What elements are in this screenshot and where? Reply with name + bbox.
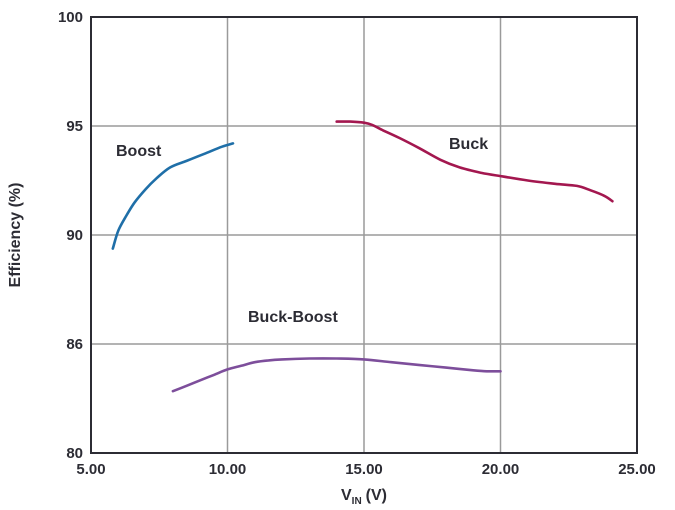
x-axis-title-main: V (341, 487, 352, 504)
x-axis-title-subscript: IN (352, 496, 362, 507)
x-axis-title-unit: (V) (366, 487, 387, 504)
series-layer (111, 120, 614, 393)
series-line-buck-boost (171, 357, 502, 393)
x-tick-labels: 5.00 10.00 15.00 20.00 25.00 (76, 461, 655, 478)
grid (91, 17, 637, 453)
series-label-boost: Boost (116, 143, 162, 160)
plot-frame (90, 16, 638, 454)
x-tick-label: 5.00 (76, 461, 105, 478)
series-label-buck-boost: Buck-Boost (248, 309, 338, 326)
x-tick-label: 25.00 (618, 461, 656, 478)
y-axis-title: Efficiency (%) (7, 183, 24, 288)
y-tick-labels: 80 86 90 95 100 (58, 9, 83, 462)
y-tick-label: 100 (58, 9, 83, 26)
y-tick-label: 90 (66, 227, 83, 244)
x-tick-label: 15.00 (345, 461, 383, 478)
y-tick-label: 86 (66, 336, 83, 353)
y-tick-label: 95 (66, 118, 83, 135)
y-tick-label: 80 (66, 445, 83, 462)
x-tick-label: 10.00 (209, 461, 247, 478)
series-line-buck (335, 120, 614, 203)
series-label-buck: Buck (449, 136, 488, 153)
x-axis-title: VIN (V) (341, 487, 387, 507)
x-tick-label: 20.00 (482, 461, 520, 478)
series-line-boost (111, 142, 235, 250)
